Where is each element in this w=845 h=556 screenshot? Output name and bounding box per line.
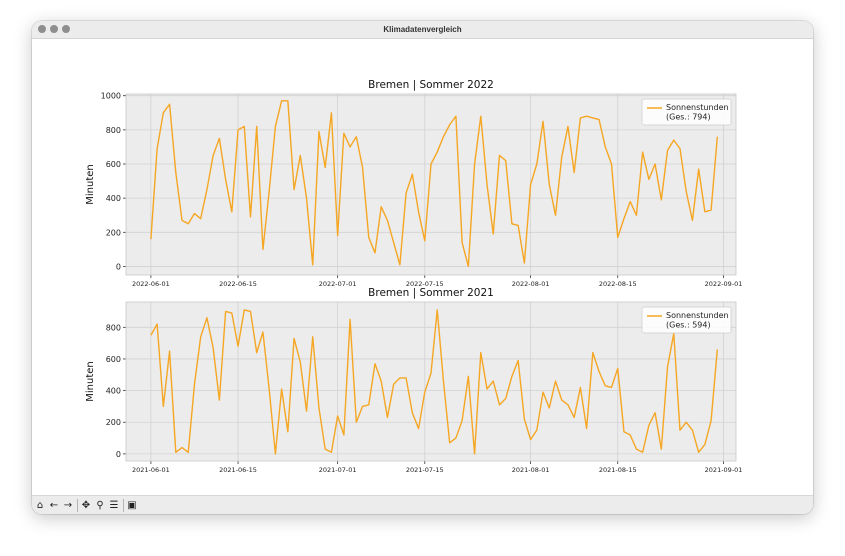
x-tick-label: 2022-06-15: [219, 280, 257, 288]
x-tick-label: 2021-07-15: [406, 466, 444, 474]
subplot-1: 0 200 400 600 800 1000 2022-06-01 2022-06-15 202…: [85, 79, 742, 288]
y-tick-label: 1000: [101, 92, 121, 101]
title-bar: Klimadatenvergleich: [32, 21, 813, 39]
forward-arrow-icon[interactable]: →: [63, 500, 73, 511]
x-tick-label: 2021-09-01: [705, 466, 743, 474]
legend-box: [641, 306, 732, 334]
x-tick-label: 2022-08-15: [599, 280, 637, 288]
legend-box: [641, 98, 732, 126]
chart-title: Bremen | Sommer 2021: [368, 287, 494, 299]
navigation-toolbar: ⌂ ← → ✥ ⚲ ☰ ▣: [32, 495, 813, 514]
window-title: Klimadatenvergleich: [383, 25, 462, 34]
configure-subplots-icon[interactable]: ☰: [109, 500, 119, 511]
x-tick-label: 2021-08-01: [512, 466, 550, 474]
y-axis-label: Minuten: [85, 361, 96, 402]
x-tick-label: 2022-07-01: [319, 280, 357, 288]
home-icon[interactable]: ⌂: [36, 500, 44, 511]
legend-label: (Ges.: 594): [666, 321, 711, 330]
close-window-button[interactable]: [38, 25, 46, 33]
series-line: [150, 309, 719, 455]
zoom-window-button[interactable]: [62, 25, 70, 33]
minimize-window-button[interactable]: [50, 25, 58, 33]
y-axis-label: Minuten: [85, 164, 96, 205]
plot-area: [126, 302, 736, 461]
series-line: [150, 100, 719, 268]
toolbar-separator: [123, 499, 124, 512]
legend-label: Sonnenstunden: [666, 311, 729, 320]
y-tick-label: 600: [106, 355, 121, 364]
x-tick-label: 2021-08-15: [599, 466, 637, 474]
x-tick-label: 2022-06-01: [132, 280, 170, 288]
subplot-2: 0 200 400 600 800 2021-06-01 2021-06-15 2021-07…: [85, 287, 742, 474]
plot-area: [126, 94, 736, 275]
x-tick-label: 2021-07-01: [319, 466, 357, 474]
plot-frame: [125, 301, 737, 462]
x-tick-label: 2021-06-01: [132, 466, 170, 474]
plot-frame: [125, 93, 737, 276]
chart-canvas[interactable]: 0 200 400 600 800 1000 2022-06-01 2022-06-15 202…: [32, 39, 813, 494]
y-tick-label: 600: [106, 160, 121, 169]
y-tick-label: 0: [116, 450, 121, 459]
y-tick-label: 0: [116, 262, 121, 271]
legend: Sonnenstunden(Ges.: 594): [641, 306, 732, 334]
y-tick-label: 200: [106, 418, 121, 427]
save-icon[interactable]: ▣: [127, 500, 137, 511]
legend: Sonnenstunden(Ges.: 794): [641, 98, 732, 126]
x-tick-label: 2022-08-01: [512, 280, 550, 288]
pan-icon[interactable]: ✥: [81, 500, 91, 511]
zoom-icon[interactable]: ⚲: [96, 500, 104, 511]
toolbar-separator: [77, 499, 78, 512]
app-window: Klimadatenvergleich 0 200 400 600 800 1000 202…: [32, 21, 813, 514]
y-tick-label: 800: [106, 126, 121, 135]
y-tick-label: 800: [106, 323, 121, 332]
back-arrow-icon[interactable]: ←: [49, 500, 59, 511]
y-tick-label: 400: [106, 387, 121, 396]
legend-label: Sonnenstunden: [666, 103, 729, 112]
y-tick-label: 200: [106, 228, 121, 237]
x-tick-label: 2021-06-15: [219, 466, 257, 474]
chart-title: Bremen | Sommer 2022: [368, 79, 494, 91]
legend-label: (Ges.: 794): [666, 113, 711, 122]
y-tick-label: 400: [106, 194, 121, 203]
x-tick-label: 2022-07-15: [406, 280, 444, 288]
x-tick-label: 2022-09-01: [705, 280, 743, 288]
